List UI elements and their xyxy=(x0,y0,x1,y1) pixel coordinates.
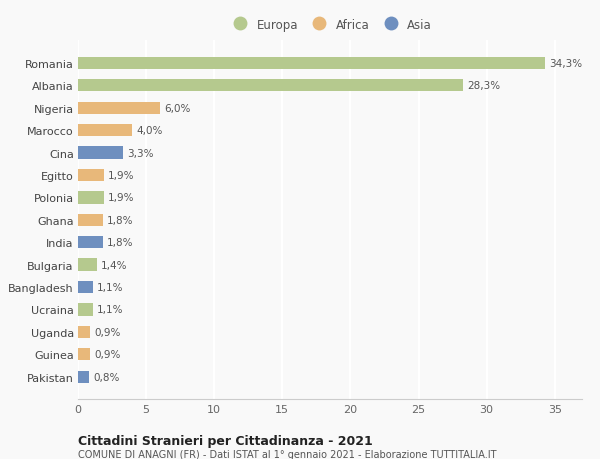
Text: 1,1%: 1,1% xyxy=(97,305,124,315)
Bar xyxy=(78,259,97,271)
Bar xyxy=(78,169,104,182)
Bar xyxy=(78,80,463,92)
Text: 0,9%: 0,9% xyxy=(94,350,121,359)
Text: 1,8%: 1,8% xyxy=(107,215,133,225)
Text: 1,4%: 1,4% xyxy=(101,260,128,270)
Text: 4,0%: 4,0% xyxy=(137,126,163,136)
Text: 6,0%: 6,0% xyxy=(164,103,190,113)
Bar xyxy=(78,57,545,70)
Bar xyxy=(78,326,90,338)
Bar xyxy=(78,236,103,249)
Text: 1,1%: 1,1% xyxy=(97,282,124,292)
Text: COMUNE DI ANAGNI (FR) - Dati ISTAT al 1° gennaio 2021 - Elaborazione TUTTITALIA.: COMUNE DI ANAGNI (FR) - Dati ISTAT al 1°… xyxy=(78,449,497,459)
Text: 3,3%: 3,3% xyxy=(127,148,154,158)
Bar xyxy=(78,348,90,361)
Text: Cittadini Stranieri per Cittadinanza - 2021: Cittadini Stranieri per Cittadinanza - 2… xyxy=(78,434,373,447)
Bar xyxy=(78,371,89,383)
Text: 1,8%: 1,8% xyxy=(107,238,133,248)
Text: 34,3%: 34,3% xyxy=(550,59,583,69)
Text: 28,3%: 28,3% xyxy=(467,81,501,91)
Bar xyxy=(78,304,93,316)
Legend: Europa, Africa, Asia: Europa, Africa, Asia xyxy=(224,15,436,35)
Bar xyxy=(78,147,123,159)
Bar xyxy=(78,125,133,137)
Bar xyxy=(78,192,104,204)
Text: 0,8%: 0,8% xyxy=(93,372,119,382)
Bar xyxy=(78,281,93,294)
Text: 1,9%: 1,9% xyxy=(108,171,134,180)
Bar xyxy=(78,214,103,226)
Bar xyxy=(78,102,160,115)
Text: 0,9%: 0,9% xyxy=(94,327,121,337)
Text: 1,9%: 1,9% xyxy=(108,193,134,203)
